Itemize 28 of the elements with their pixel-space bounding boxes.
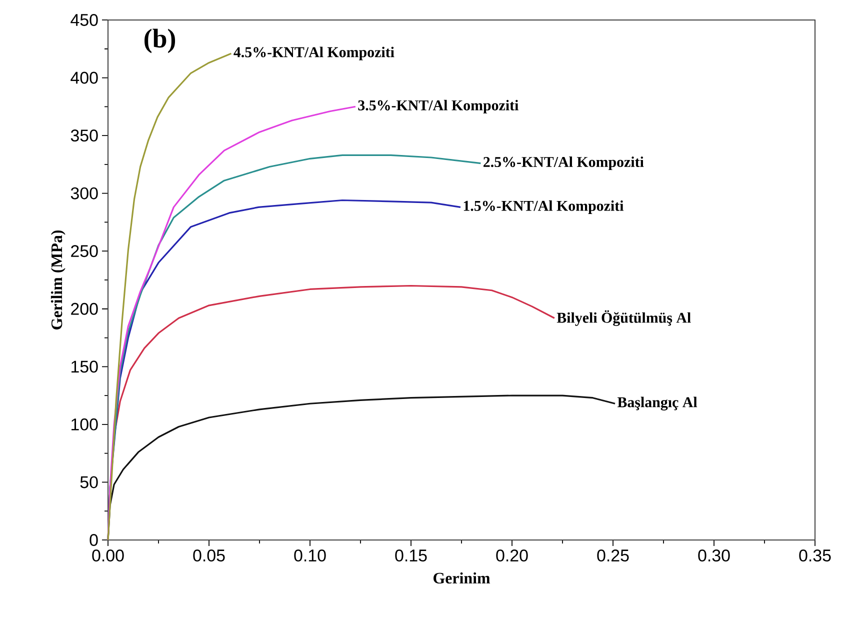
y-tick-label: 100 (72, 418, 98, 430)
y-tick-label: 150 (72, 360, 98, 373)
series-label: 1.5%-KNT/Al Kompoziti (464, 200, 624, 214)
y-tick-label: 50 (80, 476, 98, 488)
x-axis-title: Gerinim (434, 572, 490, 584)
x-tick-label: 0.15 (395, 550, 427, 562)
series-label: 2.5%-KNT/Al Kompoziti (484, 156, 644, 170)
series-label: Başlangıç Al (617, 396, 698, 410)
y-tick-label: 350 (70, 130, 98, 142)
series-label: 3.5%-KNT/Al Kompoziti (358, 100, 518, 114)
y-tick-label: 200 (71, 302, 98, 315)
x-tick-label: 0.35 (799, 550, 831, 562)
y-tick-label: 250 (71, 245, 98, 258)
x-tick-label: 0.00 (92, 550, 124, 562)
y-tick-label: 450 (70, 14, 98, 26)
y-axis-title: Gerilim (MPa) (50, 230, 66, 330)
y-tick-label: 400 (70, 72, 98, 84)
series-label: 4.5%-KNT/Al Kompoziti (234, 46, 394, 60)
x-tick-label: 0.30 (698, 550, 730, 562)
line-series (107, 52, 232, 541)
x-tick-label: 0.10 (294, 550, 326, 562)
annotation: (b) (144, 28, 176, 54)
y-tick-label: 300 (70, 187, 98, 200)
series-label: Bilyeli Öğütülmüş Al (556, 310, 691, 326)
x-tick-label: 0.25 (597, 550, 629, 562)
x-tick-label: 0.20 (496, 550, 528, 562)
x-tick-label: 0.05 (193, 550, 225, 562)
y-tick-label: 0 (90, 534, 98, 546)
